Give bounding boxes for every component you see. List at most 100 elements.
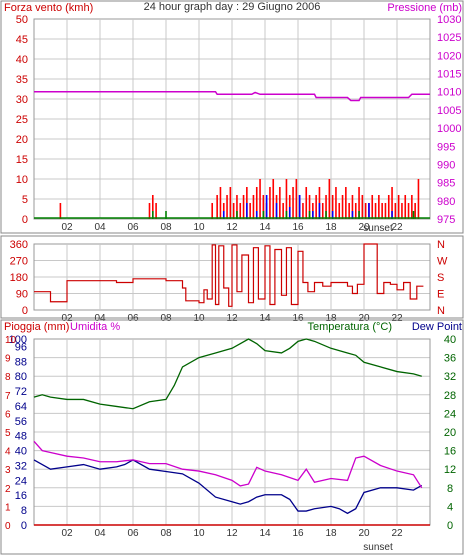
pressure-tick-label: 975: [437, 214, 455, 226]
rain-tick-label: 8: [5, 372, 11, 383]
rain-tick-label: 3: [5, 465, 11, 476]
x-tick-label: 14: [259, 313, 271, 324]
rain-tick-label: 10: [5, 335, 17, 346]
wind-gust-bar: [328, 179, 331, 219]
humidity-tick-label: 8: [21, 505, 27, 517]
wind-gust-bar: [308, 195, 311, 219]
pressure-tick-label: 1015: [437, 69, 461, 81]
wind-gust-bar: [414, 203, 416, 219]
compass-tick-label: E: [437, 289, 444, 301]
rain-tick-label: 5: [5, 428, 11, 439]
rain-tick-label: 7: [5, 391, 11, 402]
x-tick-label: 12: [226, 528, 238, 539]
x-tick-label: 08: [160, 313, 172, 324]
x-tick-label: 22: [391, 528, 403, 539]
wind-panel-frame: [0, 0, 464, 234]
wind-speed-bar: [391, 211, 393, 219]
wind-average-bar: [236, 211, 238, 219]
wind-gust-bar: [285, 179, 288, 219]
x-tick-label: 12: [226, 222, 238, 233]
wind-average-bar: [165, 211, 167, 219]
wind-sunset-label: sunset: [363, 223, 393, 234]
wind-gust-bar: [331, 195, 334, 219]
pressure-right-axis: 975 980 985 990 995 1000 1005 1010 1015 1020 1025 1…: [437, 14, 461, 226]
temp-panel-frame: [0, 319, 464, 555]
wind-gust-bar: [315, 195, 317, 219]
x-tick-label: 20: [358, 528, 370, 539]
wind-bars: [34, 179, 430, 219]
wind-gust-bar: [305, 187, 308, 219]
wind-gust-bar: [321, 203, 324, 219]
wind-gust-bar: [417, 179, 420, 219]
wind-gust-bar: [242, 195, 245, 219]
x-tick-label: 02: [61, 528, 73, 539]
wind-gust-bar: [152, 195, 154, 219]
wind-average-bar: [358, 211, 360, 219]
rain-tick-label: 1: [5, 502, 11, 513]
wind-gust-bar: [302, 203, 304, 219]
wind-gust-bar: [249, 203, 251, 219]
wind-tick-label: 50: [16, 14, 28, 26]
wind-tick-label: 35: [16, 74, 28, 86]
wind-gust-bar: [378, 195, 380, 219]
humidity-tick-label: 96: [15, 341, 27, 353]
pressure-tick-label: 980: [437, 196, 455, 208]
wind-speed-bar: [255, 211, 258, 219]
x-tick-label: 08: [160, 528, 172, 539]
direction-tick-label: 360: [10, 239, 28, 251]
x-tick-label: 14: [259, 528, 271, 539]
wind-gust-bar: [239, 203, 242, 219]
wind-average-bar: [412, 211, 415, 219]
wind-gust-bar: [348, 203, 350, 219]
compass-tick-label: N: [437, 305, 445, 317]
wind-speed-bar: [265, 195, 268, 219]
temperature-tick-label: 32: [444, 371, 456, 383]
compass-tick-label: W: [437, 256, 448, 268]
wind-tick-label: 0: [22, 214, 28, 226]
rain-tick-label: 4: [5, 447, 11, 458]
wind-gust-bar: [361, 195, 364, 219]
x-tick-label: 04: [94, 222, 106, 233]
wind-gust-bar: [59, 203, 62, 219]
wind-speed-bar: [288, 207, 291, 219]
temperature-tick-label: 16: [444, 446, 456, 458]
wind-speed-bar: [351, 211, 354, 219]
direction-tick-label: 90: [16, 289, 28, 301]
x-tick-label: 04: [94, 528, 106, 539]
rain-tick-label: 0: [5, 521, 11, 532]
wind-gust-bar: [292, 187, 294, 219]
wind-direction-line: [34, 243, 424, 307]
direction-tick-label: 180: [10, 272, 28, 284]
pressure-tick-label: 1030: [437, 14, 461, 26]
direction-tick-label: 270: [10, 256, 28, 268]
wind-gust-bar: [407, 203, 410, 219]
temperature-tick-label: 0: [447, 520, 453, 532]
x-tick-label: 10: [193, 528, 205, 539]
wind-gust-bar: [351, 195, 354, 219]
wind-tick-label: 20: [16, 134, 28, 146]
wind-gust-bar: [216, 195, 218, 219]
temp-panel-grid: [33, 338, 431, 526]
wind-gust-bar: [358, 187, 360, 219]
x-tick-label: 16: [292, 528, 304, 539]
wind-tick-label: 10: [16, 174, 28, 186]
pressure-tick-label: 1000: [437, 123, 461, 135]
wind-gust-bar: [387, 195, 390, 219]
temperature-line: [33, 338, 422, 410]
humidity-tick-label: 88: [15, 356, 27, 368]
x-tick-label: 02: [61, 222, 73, 233]
x-tick-label: 16: [292, 313, 304, 324]
dew-point-line: [33, 459, 423, 515]
wind-gust-bar: [338, 203, 341, 219]
wind-gust-bar: [282, 203, 284, 219]
pressure-tick-label: 990: [437, 159, 455, 171]
pressure-line: [34, 90, 430, 102]
pressure-tick-label: 1025: [437, 32, 461, 44]
wind-gust-bar: [211, 203, 213, 219]
x-tick-label: 14: [259, 222, 271, 233]
wind-gust-bar: [148, 203, 151, 219]
x-tick-label: 18: [325, 313, 337, 324]
pressure-tick-label: 985: [437, 178, 455, 190]
humidity-tick-label: 100: [9, 334, 27, 346]
